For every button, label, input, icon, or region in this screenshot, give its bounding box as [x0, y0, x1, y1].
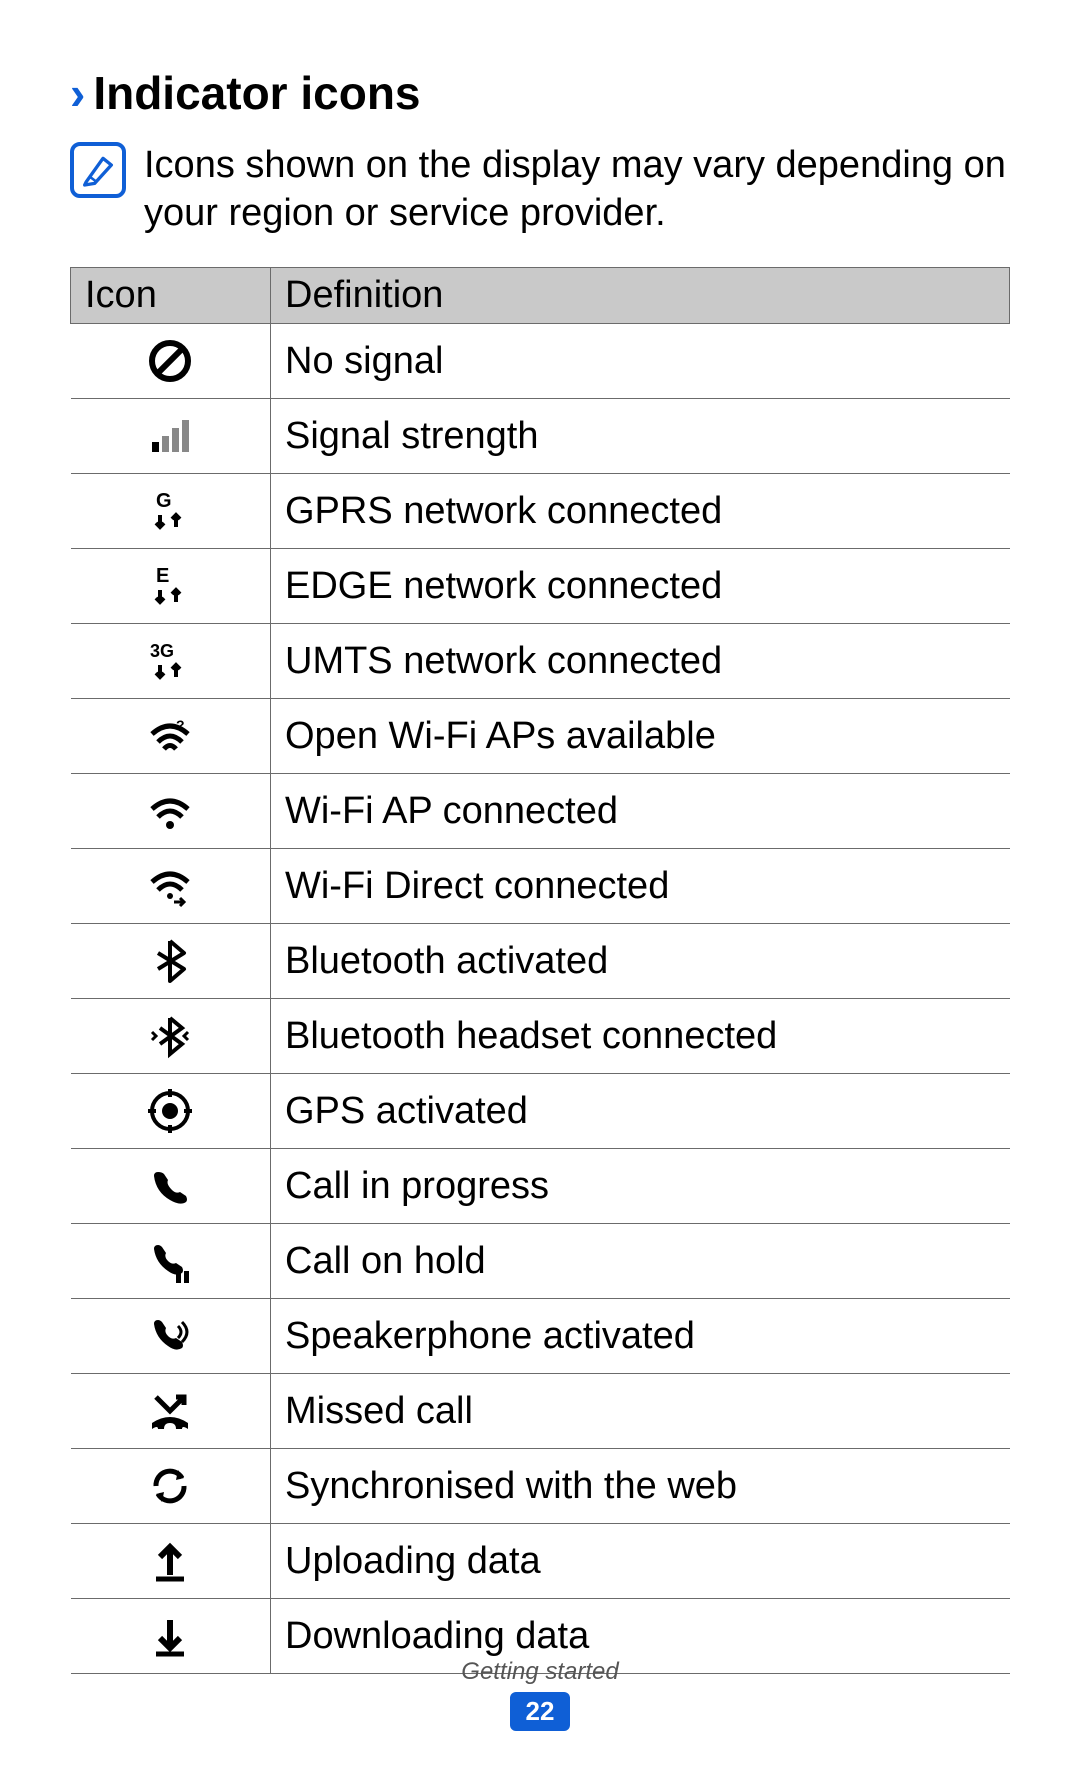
definition-cell: No signal	[271, 324, 1010, 399]
table-row: Missed call	[71, 1374, 1010, 1449]
table-row: GPRS network connected	[71, 474, 1010, 549]
footer-section: Getting started	[0, 1658, 1080, 1686]
definition-cell: Synchronised with the web	[271, 1449, 1010, 1524]
table-row: Synchronised with the web	[71, 1449, 1010, 1524]
wifi-direct-icon	[71, 849, 271, 924]
definition-cell: Bluetooth activated	[271, 924, 1010, 999]
sync-icon	[71, 1449, 271, 1524]
definition-cell: Wi-Fi AP connected	[271, 774, 1010, 849]
wifi-open-icon	[71, 699, 271, 774]
note-block: Icons shown on the display may vary depe…	[70, 142, 1010, 237]
col-definition: Definition	[271, 268, 1010, 324]
definition-cell: Call in progress	[271, 1149, 1010, 1224]
definition-cell: UMTS network connected	[271, 624, 1010, 699]
page-footer: Getting started 22	[0, 1658, 1080, 1731]
table-row: Call in progress	[71, 1149, 1010, 1224]
note-text: Icons shown on the display may vary depe…	[144, 142, 1010, 237]
definition-cell: Missed call	[271, 1374, 1010, 1449]
table-row: No signal	[71, 324, 1010, 399]
definition-cell: Speakerphone activated	[271, 1299, 1010, 1374]
col-icon: Icon	[71, 268, 271, 324]
heading-title: Indicator icons	[93, 66, 420, 120]
bluetooth-icon	[71, 924, 271, 999]
table-row: Open Wi-Fi APs available	[71, 699, 1010, 774]
table-row: EDGE network connected	[71, 549, 1010, 624]
table-row: Uploading data	[71, 1524, 1010, 1599]
definition-cell: Uploading data	[271, 1524, 1010, 1599]
table-header-row: Icon Definition	[71, 268, 1010, 324]
definition-cell: GPS activated	[271, 1074, 1010, 1149]
upload-icon	[71, 1524, 271, 1599]
definition-cell: Signal strength	[271, 399, 1010, 474]
bluetooth-headset-icon	[71, 999, 271, 1074]
note-icon	[70, 142, 126, 198]
definition-cell: Call on hold	[271, 1224, 1010, 1299]
table-row: Bluetooth activated	[71, 924, 1010, 999]
missed-call-icon	[71, 1374, 271, 1449]
table-row: Wi-Fi AP connected	[71, 774, 1010, 849]
call-progress-icon	[71, 1149, 271, 1224]
chevron-icon: ›	[70, 70, 85, 116]
table-row: Speakerphone activated	[71, 1299, 1010, 1374]
table-row: GPS activated	[71, 1074, 1010, 1149]
signal-strength-icon	[71, 399, 271, 474]
table-row: Call on hold	[71, 1224, 1010, 1299]
indicator-table: Icon Definition No signalSignal strength…	[70, 267, 1010, 1674]
edge-icon	[71, 549, 271, 624]
speakerphone-icon	[71, 1299, 271, 1374]
table-row: UMTS network connected	[71, 624, 1010, 699]
gps-icon	[71, 1074, 271, 1149]
page-number: 22	[510, 1692, 571, 1731]
call-hold-icon	[71, 1224, 271, 1299]
table-row: Bluetooth headset connected	[71, 999, 1010, 1074]
table-row: Signal strength	[71, 399, 1010, 474]
definition-cell: Wi-Fi Direct connected	[271, 849, 1010, 924]
definition-cell: Bluetooth headset connected	[271, 999, 1010, 1074]
table-row: Wi-Fi Direct connected	[71, 849, 1010, 924]
definition-cell: EDGE network connected	[271, 549, 1010, 624]
no-signal-icon	[71, 324, 271, 399]
definition-cell: Open Wi-Fi APs available	[271, 699, 1010, 774]
umts-icon	[71, 624, 271, 699]
gprs-icon	[71, 474, 271, 549]
section-heading: › Indicator icons	[70, 66, 1010, 120]
wifi-connected-icon	[71, 774, 271, 849]
definition-cell: GPRS network connected	[271, 474, 1010, 549]
